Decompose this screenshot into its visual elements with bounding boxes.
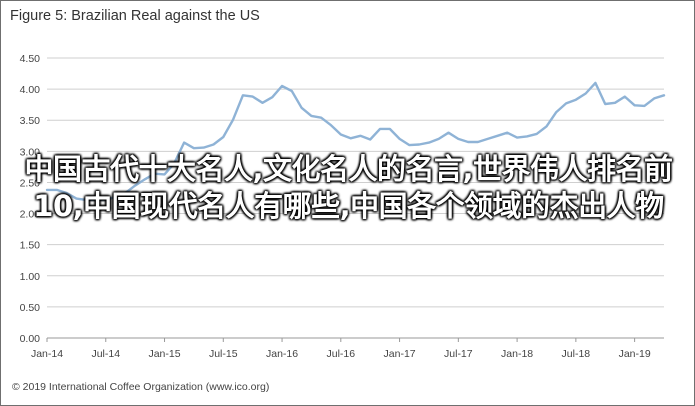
y-tick-label: 2.50 bbox=[20, 177, 41, 189]
y-tick-label: 3.50 bbox=[20, 115, 41, 127]
x-tick-label: Jan-19 bbox=[619, 348, 651, 360]
series-line bbox=[45, 81, 666, 202]
y-tick-label: 4.50 bbox=[20, 53, 41, 65]
x-tick-label: Jan-17 bbox=[384, 348, 416, 360]
y-tick-label: 1.00 bbox=[20, 271, 41, 283]
x-tick-label: Jul-17 bbox=[444, 348, 473, 360]
x-tick-label: Jan-18 bbox=[501, 348, 533, 360]
y-tick-label: 0.50 bbox=[20, 302, 41, 314]
chart-title: Figure 5: Brazilian Real against the US bbox=[10, 8, 260, 24]
x-tick-label: Jul-15 bbox=[209, 348, 238, 360]
x-tick-label: Jul-18 bbox=[562, 348, 591, 360]
y-tick-label: 0.00 bbox=[20, 333, 41, 345]
y-tick-label: 3.00 bbox=[20, 146, 41, 158]
x-tick-label: Jan-14 bbox=[31, 348, 63, 360]
x-tick-label: Jan-16 bbox=[266, 348, 298, 360]
y-tick-label: 1.50 bbox=[20, 240, 41, 252]
x-tick-label: Jul-14 bbox=[91, 348, 120, 360]
copyright-footer: © 2019 International Coffee Organization… bbox=[12, 381, 270, 393]
y-tick-label: 2.00 bbox=[20, 209, 41, 221]
y-tick-label: 4.00 bbox=[20, 84, 41, 96]
x-tick-label: Jan-15 bbox=[148, 348, 180, 360]
overlay-caption: 中国古代十大名人,文化名人的名言,世界伟人排名前10,中国现代名人有哪些,中国各… bbox=[24, 152, 673, 223]
x-tick-label: Jul-16 bbox=[327, 348, 356, 360]
